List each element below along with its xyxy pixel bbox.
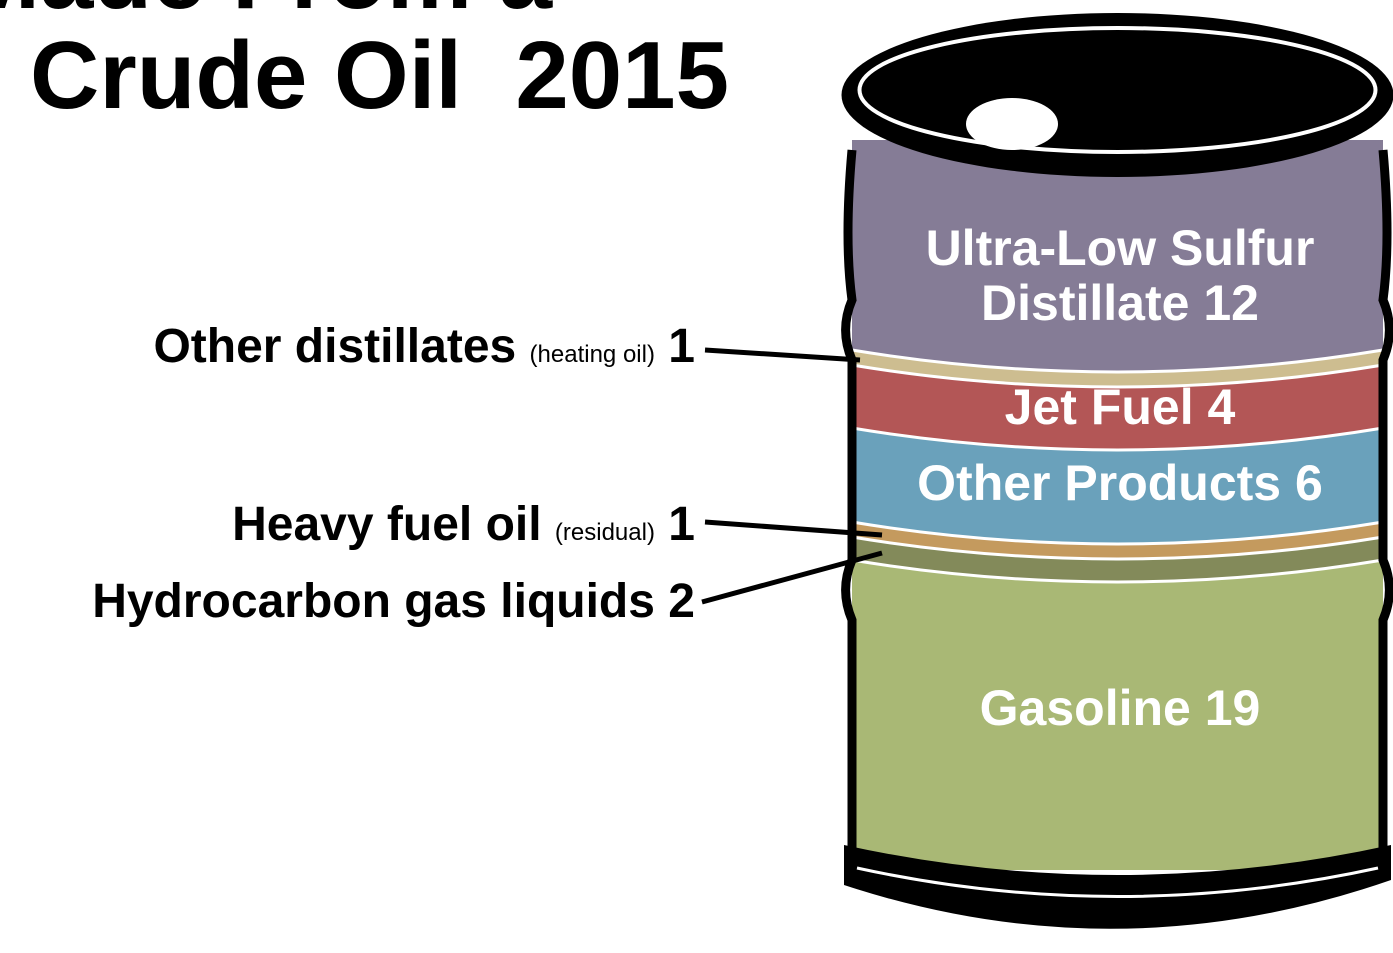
segment-name: Other Products	[917, 455, 1281, 511]
barrel-side	[1383, 150, 1389, 850]
segment-label: Other Products 6	[917, 455, 1323, 511]
callout-label: Other distillates (heating oil) 1	[153, 320, 695, 373]
callout-name: Other distillates	[153, 320, 516, 373]
segment-name: Jet Fuel	[1005, 379, 1194, 435]
callout-label: Hydrocarbon gas liquids 2	[92, 575, 695, 628]
callout-value: 1	[668, 320, 695, 373]
segment-label: Distillate 12	[981, 275, 1259, 331]
segment-name: Ultra-Low Sulfur	[926, 220, 1315, 276]
segment-label: Ultra-Low Sulfur	[926, 220, 1315, 276]
segment-name: Distillate	[981, 275, 1189, 331]
barrel-side	[846, 150, 852, 850]
callout-value: 1	[668, 498, 695, 551]
callout-note: (residual)	[555, 519, 655, 546]
callout-line	[705, 350, 860, 360]
segment-label: Jet Fuel 4	[1005, 379, 1236, 435]
segment-value: 19	[1205, 680, 1261, 736]
segment-value: 4	[1208, 379, 1236, 435]
callout-note: (heating oil)	[530, 341, 655, 368]
callout-label: Heavy fuel oil (residual) 1	[232, 498, 695, 551]
callout-name: Hydrocarbon gas liquids	[92, 575, 655, 628]
segment-value: 12	[1203, 275, 1259, 331]
title-line: Crude Oil 2015	[30, 22, 729, 129]
segment-value: 6	[1295, 455, 1323, 511]
barrel-hole	[966, 98, 1058, 150]
segment-name: Gasoline	[980, 680, 1191, 736]
segment-label: Gasoline 19	[980, 680, 1261, 736]
callout-name: Heavy fuel oil	[232, 498, 541, 551]
callout-value: 2	[668, 575, 695, 628]
